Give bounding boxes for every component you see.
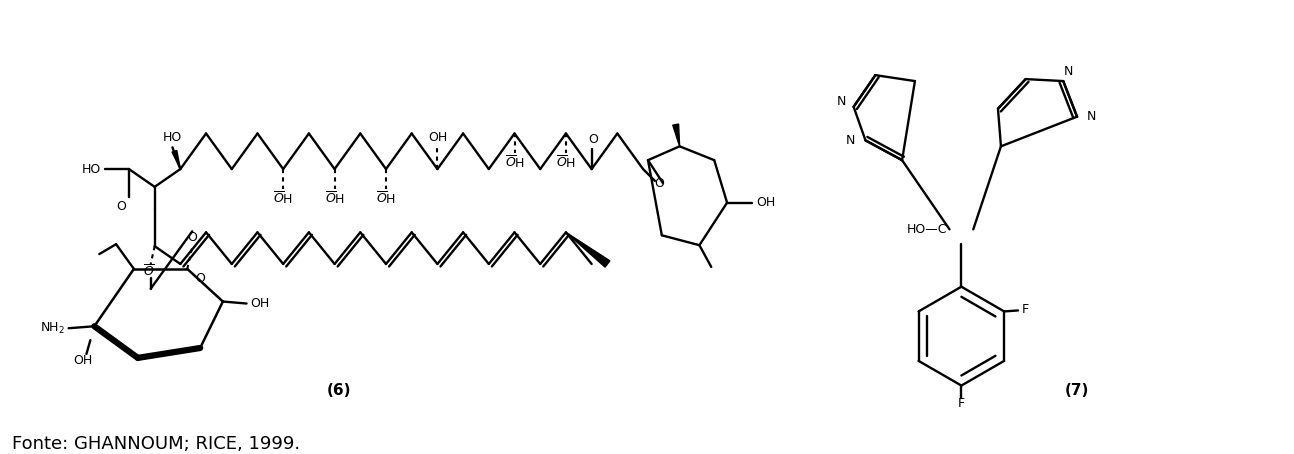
- Text: OH: OH: [72, 355, 92, 367]
- Text: $\overline{O}$H: $\overline{O}$H: [273, 191, 294, 207]
- Text: OH: OH: [251, 297, 269, 310]
- Text: N: N: [836, 95, 846, 109]
- Text: $\overline{O}$: $\overline{O}$: [142, 264, 155, 280]
- Text: F: F: [1022, 303, 1029, 316]
- Text: O: O: [589, 133, 599, 146]
- Text: O: O: [653, 178, 664, 190]
- Text: $\overline{O}$H: $\overline{O}$H: [377, 191, 396, 207]
- Text: O: O: [188, 231, 197, 244]
- Polygon shape: [172, 150, 180, 169]
- Text: N: N: [1064, 64, 1073, 78]
- Text: OH: OH: [428, 131, 446, 144]
- Polygon shape: [673, 124, 679, 146]
- Text: Fonte: GHANNOUM; RICE, 1999.: Fonte: GHANNOUM; RICE, 1999.: [12, 435, 300, 453]
- Text: F: F: [958, 397, 965, 410]
- Text: O: O: [195, 272, 204, 285]
- Polygon shape: [565, 232, 609, 267]
- Text: (7): (7): [1065, 383, 1090, 398]
- Text: $\overline{O}$H: $\overline{O}$H: [325, 191, 344, 207]
- Text: HO: HO: [163, 131, 182, 144]
- Text: HO—C: HO—C: [907, 223, 947, 236]
- Text: NH$_2$: NH$_2$: [40, 321, 65, 336]
- Text: $\overline{O}$H: $\overline{O}$H: [505, 155, 524, 171]
- Text: N: N: [846, 134, 855, 147]
- Text: OH: OH: [757, 196, 776, 209]
- Text: HO: HO: [82, 163, 101, 176]
- Text: N: N: [1087, 110, 1096, 123]
- Text: $\overline{O}$H: $\overline{O}$H: [556, 155, 576, 171]
- Text: (6): (6): [326, 383, 351, 398]
- Text: O: O: [116, 200, 126, 213]
